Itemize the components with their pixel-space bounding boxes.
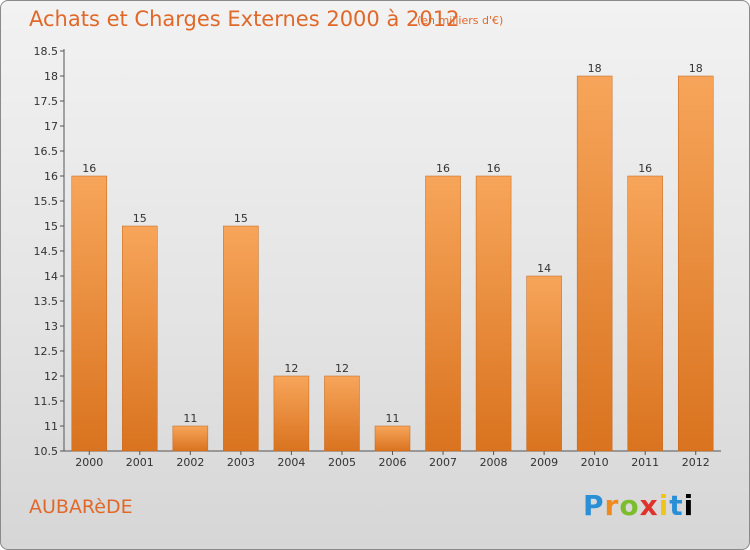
data-label-2001: 15	[133, 212, 147, 225]
bar-2011	[627, 175, 663, 452]
data-label-2009: 14	[537, 262, 551, 275]
chart-subtitle: (en milliers d'€)	[417, 14, 504, 27]
x-tick-label: 2007	[429, 456, 457, 469]
data-label-2000: 16	[82, 162, 96, 175]
bars: 16 15 11 15 12 12 11 16 16 14 18 16 18	[71, 62, 714, 452]
bar-2010	[576, 75, 613, 452]
y-tick-label: 11	[44, 420, 58, 433]
y-tick-label: 13.5	[34, 295, 59, 308]
x-tick-label: 2002	[176, 456, 204, 469]
bar-2003	[223, 225, 259, 452]
bar-2004	[273, 375, 310, 452]
bar-2006	[374, 425, 411, 452]
y-tick-label: 11.5	[34, 395, 59, 408]
data-label-2003: 15	[234, 212, 248, 225]
y-tick-label: 12.5	[34, 345, 59, 358]
y-tick-label: 14	[44, 270, 58, 283]
data-label-2006: 11	[386, 412, 400, 425]
data-label-2008: 16	[487, 162, 501, 175]
proxiti-logo: Proxiti	[583, 489, 695, 522]
x-tick-label: 2008	[480, 456, 508, 469]
x-tick-label: 2004	[277, 456, 305, 469]
y-tick-label: 18	[44, 70, 58, 83]
x-tick-label: 2001	[126, 456, 154, 469]
bar-2009	[526, 275, 562, 452]
y-tick-label: 16	[44, 170, 58, 183]
x-tick-label: 2012	[682, 456, 710, 469]
x-tick-label: 2005	[328, 456, 356, 469]
data-label-2005: 12	[335, 362, 349, 375]
x-tick-label: 2011	[631, 456, 659, 469]
data-label-2011: 16	[638, 162, 652, 175]
y-tick-label: 15.5	[34, 195, 59, 208]
bar-2012	[677, 75, 714, 452]
y-tick-label: 12	[44, 370, 58, 383]
y-tick-label: 15	[44, 220, 58, 233]
x-tick-label: 2009	[530, 456, 558, 469]
x-tick-label: 2010	[581, 456, 609, 469]
y-tick-label: 17	[44, 120, 58, 133]
bar-2001	[122, 225, 158, 452]
y-tick-label: 13	[44, 320, 58, 333]
y-tick-label: 18.5	[34, 45, 59, 58]
x-tick-label: 2003	[227, 456, 255, 469]
chart-title: Achats et Charges Externes 2000 à 2012	[29, 7, 460, 31]
data-label-2012: 18	[689, 62, 703, 75]
data-label-2010: 18	[588, 62, 602, 75]
x-tick-label: 2006	[379, 456, 407, 469]
commune-name: AUBARèDE	[29, 496, 133, 518]
y-tick-label: 10.5	[34, 445, 59, 458]
bar-2008	[475, 175, 512, 452]
data-label-2004: 12	[284, 362, 298, 375]
y-tick-label: 16.5	[34, 145, 59, 158]
data-label-2007: 16	[436, 162, 450, 175]
bar-2007	[425, 175, 461, 452]
bar-2005	[324, 375, 360, 452]
bar-2000	[71, 175, 108, 452]
x-tick-label: 2000	[75, 456, 103, 469]
y-tick-label: 14.5	[34, 245, 59, 258]
y-tick-label: 17.5	[34, 95, 59, 108]
y-axis: 10.5 11 11.5 12 12.5 13 13.5 14 14.5 15 15.5 16 16.5…	[34, 45, 65, 458]
data-label-2002: 11	[183, 412, 197, 425]
bar-2002	[172, 425, 209, 452]
x-axis: 2000 2001 2002 2003 2004 2005 2006 2007 2008 2009…	[64, 450, 721, 469]
